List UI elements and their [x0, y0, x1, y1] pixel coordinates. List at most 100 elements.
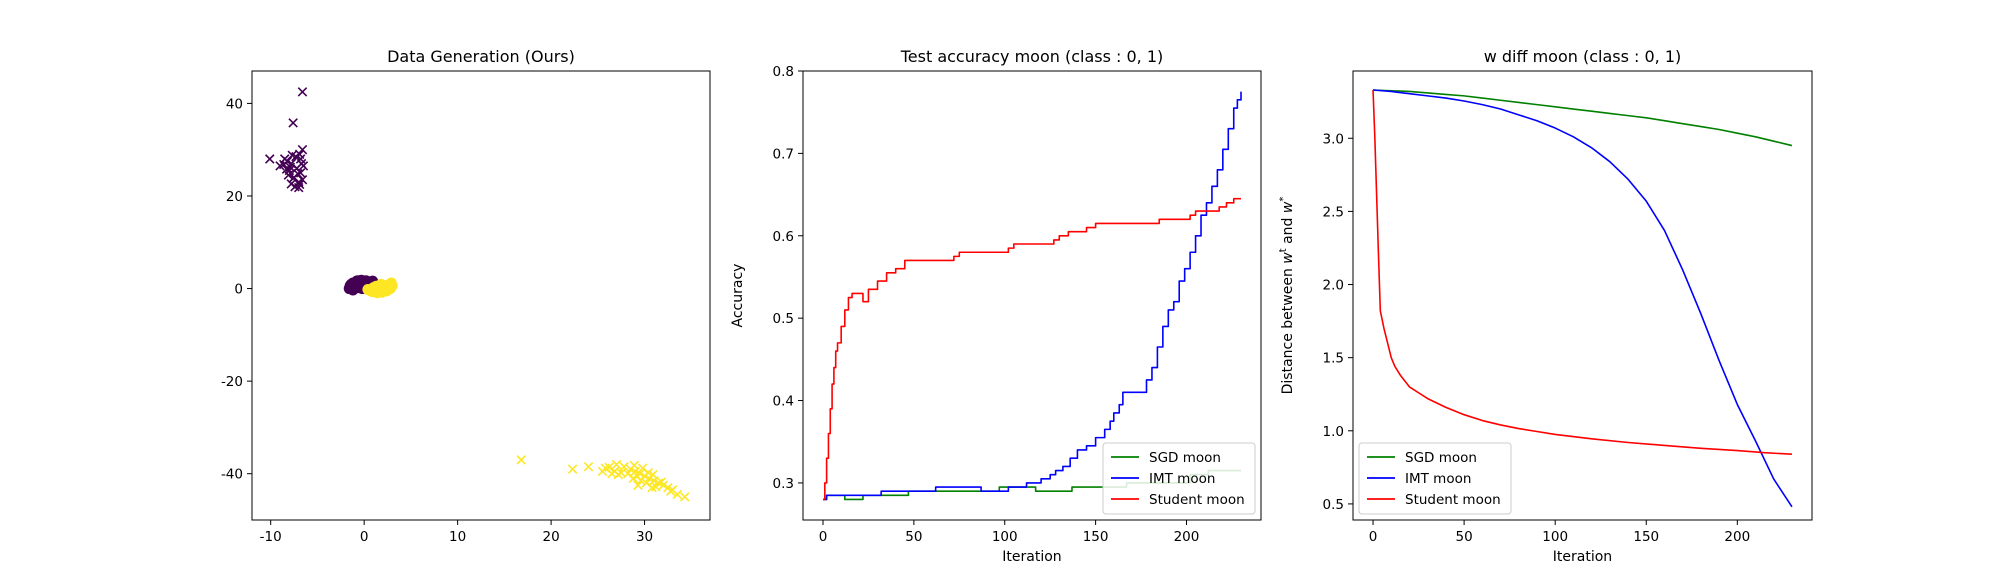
scatter-point-x	[283, 170, 294, 180]
y-tick-label: 0.6	[773, 229, 794, 245]
y-tick-label: 3.0	[1323, 131, 1344, 147]
legend: SGD moon IMT moon Student moon	[1102, 442, 1256, 515]
y-tick-label: 0.5	[1323, 497, 1344, 513]
scatter-point-x	[293, 168, 303, 179]
y-tick-label: 0.5	[773, 311, 794, 327]
legend-box	[1358, 442, 1512, 515]
chart-title: w diff moon (class : 0, 1)	[1484, 47, 1682, 66]
x-tick-label: 50	[1456, 529, 1473, 545]
scatter-point	[348, 283, 360, 295]
y-tick-label: 1.5	[1323, 351, 1344, 367]
y-tick-label: 2.0	[1323, 278, 1344, 294]
y-tick-label: 20	[226, 189, 243, 205]
scatter-point-x	[672, 489, 683, 500]
y-tick-label: 0.7	[773, 146, 794, 162]
chart-title: Test accuracy moon (class : 0, 1)	[900, 47, 1164, 66]
y-tick-label: 0.3	[773, 476, 794, 492]
legend-box	[1102, 442, 1256, 515]
y-tick-label: 0	[234, 282, 243, 298]
y-axis-label-part: and	[1280, 213, 1296, 248]
accuracy-subplot: Test accuracy moon (class : 0, 1) 0 50 100 1…	[730, 47, 1262, 565]
plot-frame	[802, 70, 1262, 521]
scatter-point-x	[295, 168, 306, 178]
scatter-series-1	[362, 277, 398, 299]
legend-label: IMT moon	[1405, 471, 1471, 487]
scatter-point-x	[622, 468, 633, 479]
legend-label: SGD moon	[1405, 450, 1477, 466]
scatter-point-x	[279, 159, 289, 170]
y-axis-label: Distance between wt and w*	[1278, 197, 1296, 395]
x-tick-label: 0	[1369, 529, 1378, 545]
x-tick-label: 100	[992, 529, 1018, 545]
x-tick-label: 100	[1542, 529, 1568, 545]
x-tick-label: 150	[1633, 529, 1659, 545]
x-tick-label: 30	[636, 529, 653, 545]
legend-label: SGD moon	[1149, 450, 1221, 466]
scatter-point-x	[637, 463, 648, 473]
scatter-point-x	[679, 492, 690, 502]
scatter-point	[380, 280, 392, 292]
series-line-student-moon	[822, 197, 1242, 501]
scatter-point-x	[293, 182, 304, 193]
plot-area	[264, 87, 690, 502]
y-tick-label: 0.8	[773, 64, 794, 80]
scatter-point-x	[611, 459, 622, 470]
series-line-sgd-moon	[1373, 89, 1793, 147]
y-tick-label: 0.4	[773, 394, 794, 410]
legend-label: Student moon	[1405, 492, 1501, 508]
x-tick-label: 10	[449, 529, 466, 545]
scatter-point-x	[600, 463, 611, 473]
x-axis-label: Iteration	[1002, 549, 1061, 565]
scatter-point-x	[288, 118, 298, 128]
y-axis-label-part: Distance between	[1280, 264, 1296, 395]
x-tick-label: 200	[1724, 529, 1750, 545]
scatter-point-x	[264, 154, 275, 164]
y-tick-label: -40	[221, 467, 243, 483]
scatter-point-x	[567, 464, 578, 474]
scatter-point-x	[648, 469, 658, 480]
scatter-point-x	[295, 154, 306, 164]
series-line-imt-moon	[822, 91, 1242, 501]
x-tick-label: 0	[819, 529, 828, 545]
scatter-point-x	[636, 475, 646, 486]
series-line-student-moon	[1372, 89, 1793, 455]
y-axis-label-part: *	[1278, 197, 1289, 202]
y-axis-label-part: t	[1278, 248, 1289, 252]
scatter-point-x	[281, 164, 292, 174]
y-tick-label: 40	[226, 96, 243, 112]
scatter-point-x	[297, 87, 308, 97]
scatter-point-x	[619, 462, 629, 472]
x-axis-label: Iteration	[1553, 549, 1612, 565]
plot-frame	[1352, 70, 1813, 521]
legend-label: IMT moon	[1149, 471, 1215, 487]
scatter-point-x	[286, 179, 297, 189]
legend: SGD moon IMT moon Student moon	[1358, 442, 1512, 515]
y-tick-label: 1.0	[1323, 424, 1344, 440]
scatter-point-x	[516, 455, 526, 465]
scatter-point-x	[665, 486, 676, 497]
y-axis-label: Accuracy	[730, 264, 746, 328]
y-tick-label: -20	[221, 374, 243, 390]
x-tick-label: 0	[360, 529, 369, 545]
scatter-point	[368, 284, 380, 296]
chart-title: Data Generation (Ours)	[387, 47, 575, 66]
legend-label: Student moon	[1149, 492, 1245, 508]
scatter-point-x	[629, 460, 640, 471]
y-axis-label-part: w	[1280, 201, 1296, 213]
x-tick-label: 150	[1083, 529, 1109, 545]
scatter-point-x	[656, 477, 667, 487]
scatter-point-x	[298, 161, 309, 171]
scatter-point	[352, 275, 364, 287]
scatter-point-x	[583, 462, 594, 472]
plot-area	[822, 91, 1242, 501]
x-tick-label: 50	[905, 529, 922, 545]
x-tick-label: -10	[260, 529, 282, 545]
scatter-series-2	[264, 87, 309, 193]
x-tick-label: 200	[1174, 529, 1200, 545]
scatter-point-x	[633, 480, 643, 491]
x-tick-label: 20	[543, 529, 560, 545]
wdiff-subplot: w diff moon (class : 0, 1) 0 50 100 150 200 0.…	[1278, 47, 1813, 565]
scatter-series-3	[516, 455, 690, 502]
series-line-imt-moon	[1372, 89, 1793, 508]
y-axis-label-part: w	[1280, 252, 1296, 264]
